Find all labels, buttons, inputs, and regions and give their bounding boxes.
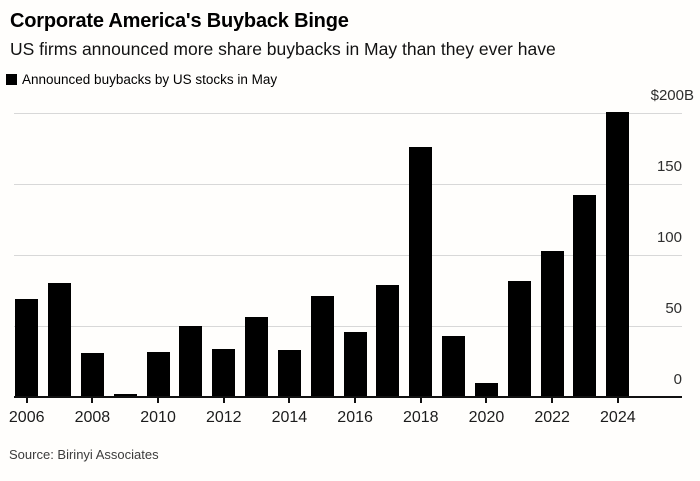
- x-tick-2022: [551, 398, 554, 403]
- x-tick-2008: [91, 398, 94, 403]
- chart-subtitle: US firms announced more share buybacks i…: [10, 39, 556, 59]
- x-tick-2012: [222, 398, 225, 403]
- x-axis-label-2016: 2016: [337, 409, 373, 426]
- bar-2012: [212, 348, 236, 397]
- gridline-50: [14, 326, 682, 327]
- bar-2020: [474, 382, 498, 397]
- x-axis-label-2024: 2024: [600, 409, 636, 426]
- bar-2006: [15, 299, 39, 397]
- x-tick-2018: [419, 398, 422, 403]
- y-axis-label-150: 150: [656, 158, 682, 175]
- x-axis-label-2022: 2022: [534, 409, 570, 426]
- x-tick-2024: [616, 398, 619, 403]
- chart-title: Corporate America's Buyback Binge: [10, 10, 349, 32]
- bar-2011: [179, 326, 203, 397]
- x-axis-label-2006: 2006: [8, 409, 45, 426]
- x-axis-label-2008: 2008: [74, 409, 111, 426]
- bar-2018: [409, 147, 433, 397]
- y-axis-label-50: 50: [665, 300, 682, 317]
- bar-2023: [573, 195, 597, 397]
- source-note: Source: Birinyi Associates: [9, 447, 159, 462]
- bar-2022: [540, 250, 564, 397]
- y-axis-label-0: 0: [673, 371, 682, 388]
- x-axis-label-2010: 2010: [140, 409, 176, 426]
- legend-label: Announced buybacks by US stocks in May: [22, 72, 278, 87]
- x-tick-2010: [157, 398, 160, 403]
- bar-2010: [146, 351, 170, 397]
- x-axis-label-2018: 2018: [402, 409, 439, 426]
- x-axis-label-2014: 2014: [271, 409, 308, 426]
- bar-2016: [343, 331, 367, 397]
- bar-2024: [606, 111, 630, 397]
- gridline-100: [14, 255, 682, 256]
- legend: Announced buybacks by US stocks in May: [6, 71, 277, 88]
- y-axis-label-100: 100: [656, 229, 682, 246]
- bar-2014: [277, 350, 301, 397]
- x-axis-label-2020: 2020: [468, 409, 505, 426]
- x-tick-2006: [25, 398, 28, 403]
- x-tick-2014: [288, 398, 291, 403]
- bar-2009: [113, 394, 137, 397]
- legend-swatch-icon: [6, 74, 17, 85]
- bar-2013: [245, 317, 269, 397]
- bar-2021: [507, 280, 531, 397]
- bar-2015: [310, 296, 334, 397]
- y-axis-label-200: $200B: [650, 87, 694, 104]
- x-axis-label-2012: 2012: [205, 409, 242, 426]
- gridline-150: [14, 184, 682, 185]
- bar-2008: [80, 352, 104, 397]
- x-tick-2020: [485, 398, 488, 403]
- bar-2019: [442, 335, 466, 397]
- bar-2017: [376, 284, 400, 397]
- gridline-200: [14, 113, 682, 114]
- x-tick-2016: [354, 398, 357, 403]
- x-axis-line: [14, 396, 682, 398]
- bar-2007: [48, 283, 72, 397]
